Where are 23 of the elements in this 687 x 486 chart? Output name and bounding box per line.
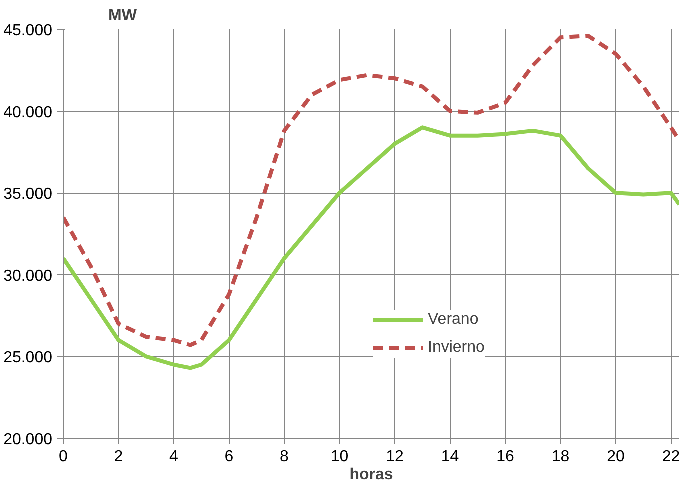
x-tick-label: 22 <box>662 448 680 466</box>
x-tick-label: 16 <box>496 448 514 466</box>
y-tick-label: 45.000 <box>4 22 53 40</box>
x-tick-label: 2 <box>114 448 124 466</box>
line-series <box>64 126 680 370</box>
y-tick-label: 25.000 <box>4 350 53 367</box>
y-tick-label: 20.000 <box>4 432 53 448</box>
y-axis-title: MW <box>108 8 138 24</box>
x-tick-label: 4 <box>170 448 179 466</box>
y-tick-label: 35.000 <box>4 186 53 204</box>
x-axis-title: horas <box>350 466 394 484</box>
x-tick-label: 10 <box>330 448 349 466</box>
y-tick-label: 40.000 <box>4 104 53 122</box>
x-tick-label: 0 <box>59 448 68 466</box>
x-tick-label: 6 <box>224 448 234 466</box>
x-tick-label: 12 <box>386 448 404 466</box>
legend-label: Verano <box>428 311 479 329</box>
legend-label: Invierno <box>428 339 485 357</box>
x-tick-label: 8 <box>280 448 290 466</box>
x-tick-label: 20 <box>607 448 625 466</box>
x-tick-label: 18 <box>552 448 570 466</box>
y-tick-label: 30.000 <box>4 268 53 285</box>
x-tick-label: 14 <box>441 448 460 466</box>
